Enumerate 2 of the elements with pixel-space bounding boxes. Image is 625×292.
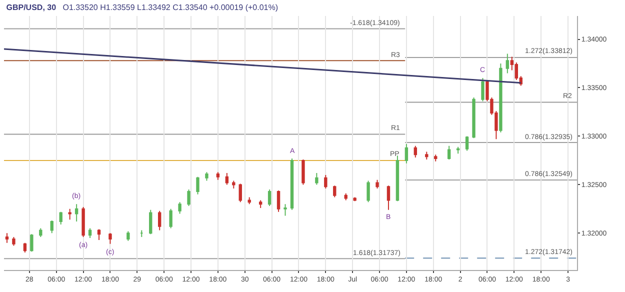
chart-subtitle: O1.33520 H1.33559 L1.33492 C1.33540 +0.00019 (+0.01%) xyxy=(62,2,278,12)
chart-title: GBP/USD, 30 xyxy=(6,2,57,12)
